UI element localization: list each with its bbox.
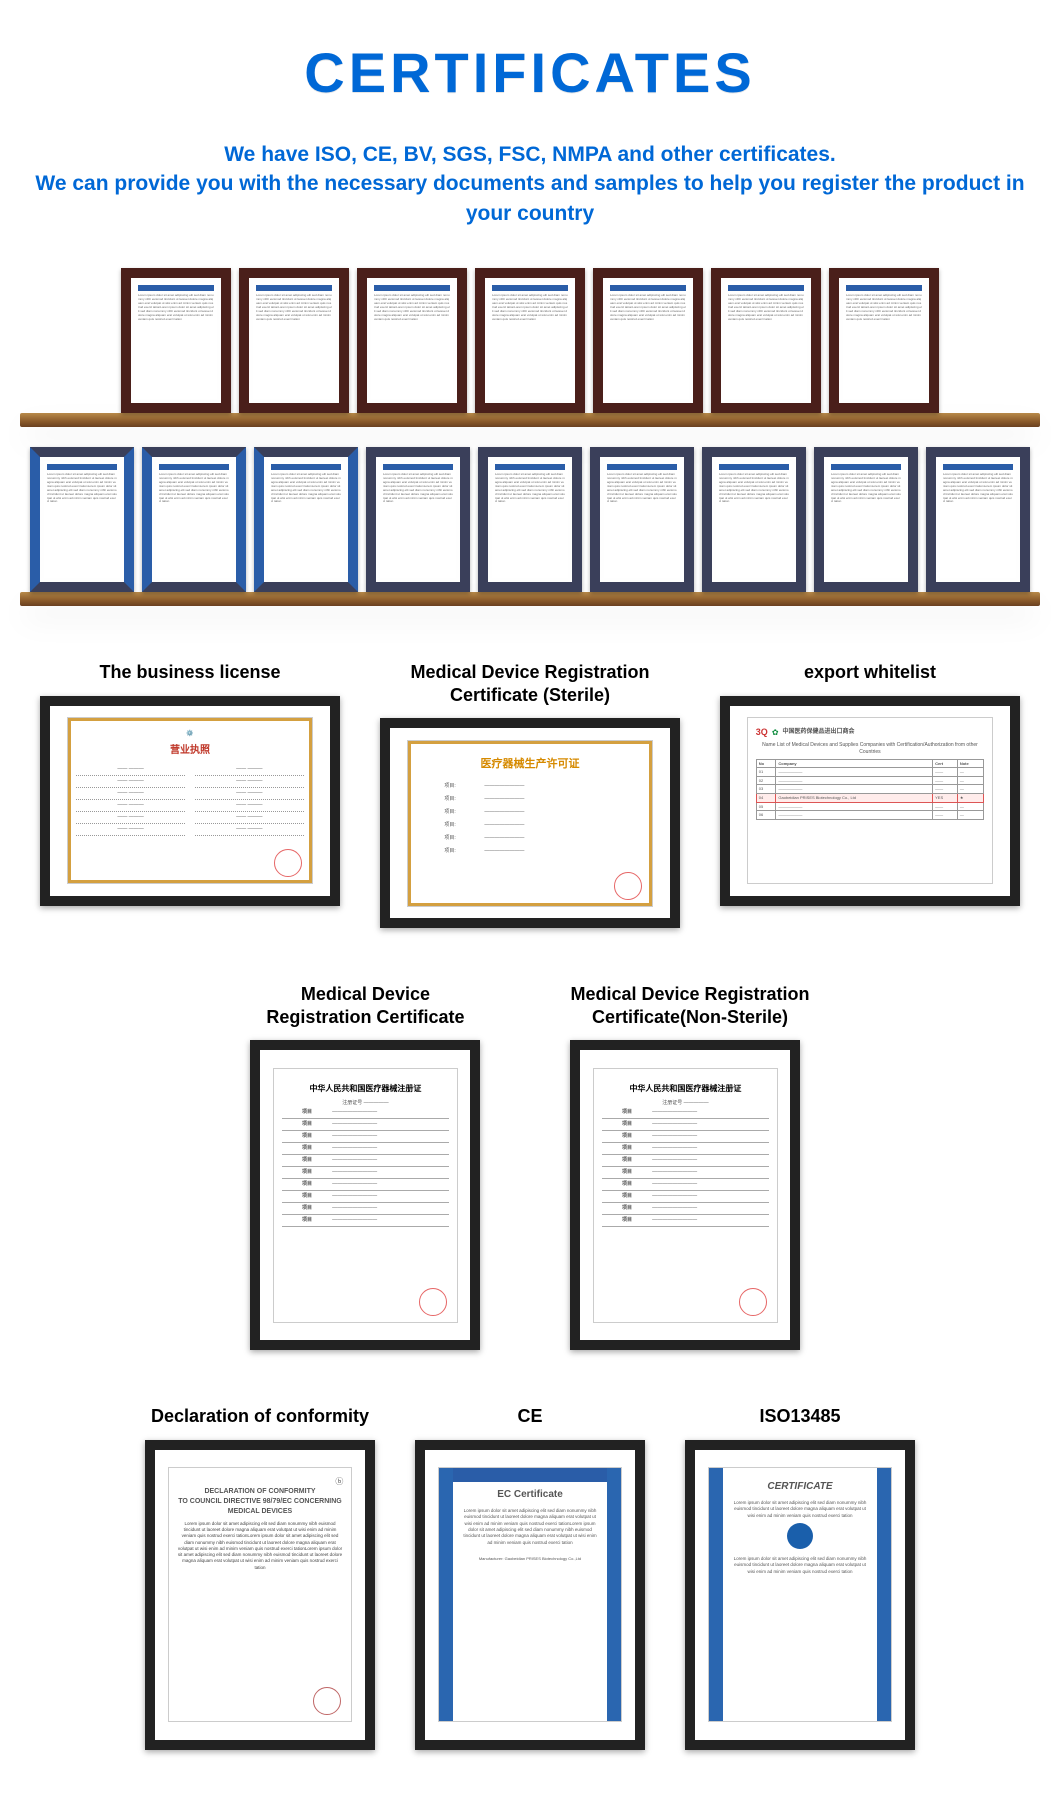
certificate-frame: CERTIFICATELorem ipsum dolor sit amet ad… bbox=[685, 1440, 915, 1750]
shelf-board-1 bbox=[20, 413, 1040, 427]
certificate-item: The business license ⚙️营业执照—— ————— —————… bbox=[40, 661, 340, 906]
shelf-cert: Lorem ipsum dolor sit amet adipiscing el… bbox=[702, 447, 806, 592]
shelf-1: Lorem ipsum dolor sit amet adipiscing el… bbox=[0, 268, 1060, 427]
shelf-cert: Lorem ipsum dolor sit amet adipiscing el… bbox=[30, 447, 134, 592]
labeled-row-1: The business license ⚙️营业执照—— ————— —————… bbox=[30, 661, 1030, 928]
shelf-row-1: Lorem ipsum dolor sit amet adipiscing el… bbox=[0, 268, 1060, 413]
shelf-cert: Lorem ipsum dolor sit amet adipiscing el… bbox=[829, 268, 939, 413]
certificate-label: Medical Device Registration Certificate bbox=[250, 983, 480, 1028]
certificate-label: Medical Device Registration Certificate(… bbox=[570, 983, 809, 1028]
shelf-cert: Lorem ipsum dolor sit amet adipiscing el… bbox=[142, 447, 246, 592]
certificate-item: Medical Device Registration Certificate … bbox=[380, 661, 680, 928]
certificate-frame: EC CertificateLorem ipsum dolor sit amet… bbox=[415, 1440, 645, 1750]
shelf-cert: Lorem ipsum dolor sit amet adipiscing el… bbox=[593, 268, 703, 413]
shelf-2: Lorem ipsum dolor sit amet adipiscing el… bbox=[0, 447, 1060, 606]
shelf-cert: Lorem ipsum dolor sit amet adipiscing el… bbox=[926, 447, 1030, 592]
certificate-frame: ⓑDECLARATION OF CONFORMITY TO COUNCIL DI… bbox=[145, 1440, 375, 1750]
shelf-cert: Lorem ipsum dolor sit amet adipiscing el… bbox=[239, 268, 349, 413]
certificate-label: ISO13485 bbox=[685, 1405, 915, 1428]
certificate-item: CE EC CertificateLorem ipsum dolor sit am… bbox=[415, 1405, 645, 1750]
shelf-board-2 bbox=[20, 592, 1040, 606]
certificate-item: ISO13485 CERTIFICATELorem ipsum dolor sit… bbox=[685, 1405, 915, 1750]
certificate-frame: 中华人民共和国医疗器械注册证注册证号 —————项目—————————项目———… bbox=[250, 1040, 480, 1350]
shelf-cert: Lorem ipsum dolor sit amet adipiscing el… bbox=[121, 268, 231, 413]
certificate-label: Medical Device Registration Certificate … bbox=[380, 661, 680, 706]
subtitle-line-1: We have ISO, CE, BV, SGS, FSC, NMPA and … bbox=[224, 143, 836, 166]
shelf-cert: Lorem ipsum dolor sit amet adipiscing el… bbox=[711, 268, 821, 413]
certificate-item: Medical Device Registration Certificate 中… bbox=[250, 983, 480, 1350]
certificate-frame: 医疗器械生产许可证项目:————————项目:————————项目:——————… bbox=[380, 718, 680, 928]
shelf-cert: Lorem ipsum dolor sit amet adipiscing el… bbox=[366, 447, 470, 592]
certificate-document: ⚙️营业执照—— ————— ————— ————— ————— ————— —… bbox=[67, 717, 313, 884]
shelf-cert: Lorem ipsum dolor sit amet adipiscing el… bbox=[814, 447, 918, 592]
certificate-document: 医疗器械生产许可证项目:————————项目:————————项目:——————… bbox=[407, 740, 653, 907]
labeled-row-3: Declaration of conformity ⓑDECLARATION OF… bbox=[30, 1405, 1030, 1750]
page-title: CERTIFICATES bbox=[0, 40, 1060, 105]
certificate-frame: 3Q✿中国医药保健品进出口商会Name List of Medical Devi… bbox=[720, 696, 1020, 906]
certificate-item: Declaration of conformity ⓑDECLARATION OF… bbox=[145, 1405, 375, 1750]
labeled-row-2: Medical Device Registration Certificate 中… bbox=[30, 983, 1030, 1350]
certificate-label: The business license bbox=[40, 661, 340, 684]
certificate-document: ⓑDECLARATION OF CONFORMITY TO COUNCIL DI… bbox=[168, 1467, 353, 1722]
certificate-label: export whitelist bbox=[720, 661, 1020, 684]
certificate-frame: ⚙️营业执照—— ————— ————— ————— ————— ————— —… bbox=[40, 696, 340, 906]
certificate-label: Declaration of conformity bbox=[145, 1405, 375, 1428]
certificate-document: EC CertificateLorem ipsum dolor sit amet… bbox=[438, 1467, 623, 1722]
shelf-cert: Lorem ipsum dolor sit amet adipiscing el… bbox=[254, 447, 358, 592]
subtitle-line-2: We can provide you with the necessary do… bbox=[35, 172, 1024, 224]
certificate-document: 3Q✿中国医药保健品进出口商会Name List of Medical Devi… bbox=[747, 717, 993, 884]
shelf-cert: Lorem ipsum dolor sit amet adipiscing el… bbox=[478, 447, 582, 592]
certificate-frame: 中华人民共和国医疗器械注册证注册证号 —————项目—————————项目———… bbox=[570, 1040, 800, 1350]
shelf-cert: Lorem ipsum dolor sit amet adipiscing el… bbox=[590, 447, 694, 592]
certificate-document: 中华人民共和国医疗器械注册证注册证号 —————项目—————————项目———… bbox=[273, 1068, 458, 1323]
certificate-item: export whitelist 3Q✿中国医药保健品进出口商会Name List… bbox=[720, 661, 1020, 906]
certificate-document: CERTIFICATELorem ipsum dolor sit amet ad… bbox=[708, 1467, 893, 1722]
certificate-item: Medical Device Registration Certificate(… bbox=[570, 983, 809, 1350]
subtitle: We have ISO, CE, BV, SGS, FSC, NMPA and … bbox=[20, 140, 1040, 228]
certificate-label: CE bbox=[415, 1405, 645, 1428]
shelf-cert: Lorem ipsum dolor sit amet adipiscing el… bbox=[475, 268, 585, 413]
certificate-document: 中华人民共和国医疗器械注册证注册证号 —————项目—————————项目———… bbox=[593, 1068, 778, 1323]
shelf-cert: Lorem ipsum dolor sit amet adipiscing el… bbox=[357, 268, 467, 413]
shelf-row-2: Lorem ipsum dolor sit amet adipiscing el… bbox=[0, 447, 1060, 592]
